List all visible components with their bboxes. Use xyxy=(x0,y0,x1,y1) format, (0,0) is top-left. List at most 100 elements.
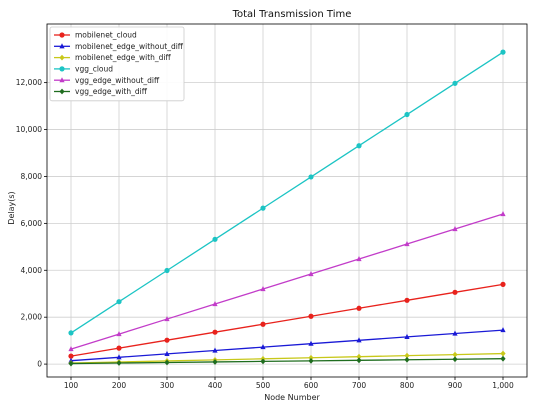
x-tick-label: 400 xyxy=(208,381,223,390)
legend-swatch-marker xyxy=(59,32,65,38)
legend-swatch-marker xyxy=(59,54,65,61)
legend-swatch-marker xyxy=(59,43,65,49)
legend-item: vgg_edge_without_diff xyxy=(54,76,160,85)
y-tick-label: 0 xyxy=(37,360,42,369)
series-line xyxy=(70,51,504,334)
x-tick-label: 300 xyxy=(160,381,175,390)
data-point xyxy=(212,329,218,335)
data-point xyxy=(356,305,362,311)
data-point xyxy=(164,337,170,343)
data-point xyxy=(116,345,122,351)
y-tick-label: 8,000 xyxy=(21,172,43,181)
y-tick-label: 2,000 xyxy=(21,313,43,322)
data-point xyxy=(404,356,410,363)
legend-label: vgg_cloud xyxy=(75,65,113,74)
data-point xyxy=(452,225,458,232)
series-mobilenet_edge_without_diff xyxy=(68,327,506,363)
series-vgg_cloud xyxy=(68,49,506,336)
data-point xyxy=(116,360,122,366)
legend-item: vgg_cloud xyxy=(54,65,113,74)
data-point xyxy=(260,344,266,350)
data-point xyxy=(260,358,266,365)
legend-label: mobilenet_edge_with_diff xyxy=(75,53,172,62)
x-tick-label: 500 xyxy=(256,381,271,390)
data-point xyxy=(260,321,266,327)
data-point xyxy=(452,289,458,295)
data-point xyxy=(500,350,506,357)
data-point xyxy=(308,313,314,319)
data-point xyxy=(260,286,266,292)
legend-label: vgg_edge_with_diff xyxy=(75,87,148,96)
data-point xyxy=(452,80,458,86)
data-point xyxy=(356,143,362,149)
legend-item: vgg_edge_with_diff xyxy=(54,87,148,96)
legend-box xyxy=(49,26,185,102)
x-tick-label: 100 xyxy=(64,381,79,390)
data-point xyxy=(500,281,506,287)
data-point xyxy=(452,356,458,363)
data-point xyxy=(356,256,362,262)
y-axis-title: Delay(s) xyxy=(7,191,16,224)
data-point xyxy=(308,357,314,364)
x-tick-label: 600 xyxy=(304,381,319,390)
legend-swatch-marker xyxy=(59,88,65,95)
y-tick-label: 4,000 xyxy=(21,266,43,275)
series-line xyxy=(70,329,504,362)
data-point xyxy=(356,357,362,364)
data-point xyxy=(452,330,458,336)
grid xyxy=(47,24,527,377)
chart-title: Total Transmission Time xyxy=(232,9,352,20)
data-point xyxy=(308,354,314,361)
x-tick-label: 800 xyxy=(400,381,415,390)
data-point xyxy=(308,174,314,180)
data-point xyxy=(452,351,458,358)
data-point xyxy=(164,359,170,366)
series-line xyxy=(70,213,504,350)
legend-item: mobilenet_cloud xyxy=(54,31,137,40)
data-point xyxy=(212,301,218,307)
series-line xyxy=(70,283,504,357)
data-point xyxy=(500,355,506,362)
data-point xyxy=(164,267,170,274)
data-point xyxy=(116,331,122,337)
legend: mobilenet_cloud mobilenet_edge_without_di… xyxy=(49,26,185,102)
y-tick-label: 6,000 xyxy=(21,219,43,228)
legend-swatch-marker xyxy=(59,77,65,83)
data-point xyxy=(68,346,74,352)
legend-label: vgg_edge_without_diff xyxy=(75,76,160,85)
series-vgg_edge_without_diff xyxy=(68,210,506,352)
legend-item: mobilenet_edge_without_diff xyxy=(54,42,184,51)
data-point xyxy=(308,271,314,277)
data-point xyxy=(500,210,506,217)
x-tick-label: 700 xyxy=(352,381,367,390)
series-line xyxy=(70,352,504,364)
series-layer xyxy=(68,49,506,367)
data-point xyxy=(212,359,218,365)
data-point xyxy=(212,347,218,353)
data-point xyxy=(356,337,362,343)
data-point xyxy=(164,316,170,322)
data-point xyxy=(116,299,122,305)
data-point xyxy=(260,205,266,211)
data-point xyxy=(356,353,362,360)
data-point xyxy=(500,49,506,55)
legend-swatch-marker xyxy=(59,66,65,72)
x-tick-label: 1,000 xyxy=(492,381,514,390)
data-point xyxy=(212,236,218,242)
x-tick-label: 900 xyxy=(448,381,463,390)
legend-label: mobilenet_edge_without_diff xyxy=(75,42,184,51)
data-point xyxy=(308,340,314,346)
data-point xyxy=(68,330,74,336)
data-point xyxy=(404,333,410,339)
data-point xyxy=(68,353,74,359)
data-point xyxy=(164,350,170,356)
plot-frame xyxy=(46,23,528,378)
data-point xyxy=(500,327,506,333)
legend-item: mobilenet_edge_with_diff xyxy=(54,53,172,62)
data-point xyxy=(404,241,410,247)
x-axis-title: Node Number xyxy=(264,393,320,402)
data-point xyxy=(68,360,74,367)
series-mobilenet_edge_with_diff xyxy=(68,350,506,366)
data-point xyxy=(404,111,410,118)
